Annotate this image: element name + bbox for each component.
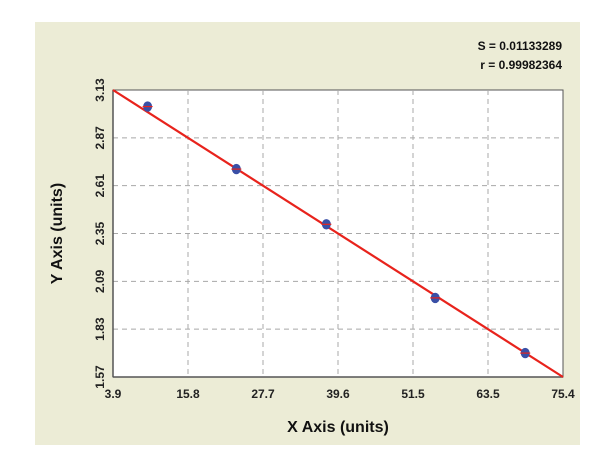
y-tick-label: 2.09 — [93, 269, 107, 293]
x-tick-labels: 3.9 15.8 27.7 39.6 51.5 63.5 75.4 — [105, 387, 575, 401]
y-tick-label: 2.61 — [93, 174, 107, 198]
y-tick-label: 1.57 — [93, 365, 107, 389]
x-tick-label: 75.4 — [551, 387, 575, 401]
regression-line-group — [112, 89, 564, 378]
stat-s-value: S = 0.01133289 — [478, 39, 563, 53]
y-axis-title: Y Axis (units) — [49, 183, 66, 284]
y-tick-label: 1.83 — [93, 317, 107, 341]
x-tick-label: 51.5 — [401, 387, 425, 401]
x-axis-title: X Axis (units) — [287, 419, 389, 436]
x-tick-label: 3.9 — [105, 387, 122, 401]
x-tick-label: 27.7 — [251, 387, 275, 401]
stat-r-value: r = 0.99982364 — [480, 58, 562, 72]
data-points — [142, 101, 531, 359]
x-tick-label: 15.8 — [176, 387, 200, 401]
regression-line — [112, 89, 564, 378]
y-tick-label: 2.35 — [93, 221, 107, 245]
x-tick-label: 39.6 — [326, 387, 350, 401]
x-tick-label: 63.5 — [476, 387, 500, 401]
y-tick-label: 3.13 — [93, 78, 107, 102]
y-tick-label: 2.87 — [93, 126, 107, 150]
axes — [112, 90, 563, 378]
y-tick-labels: 1.57 1.83 2.09 2.35 2.61 2.87 3.13 — [93, 78, 107, 389]
